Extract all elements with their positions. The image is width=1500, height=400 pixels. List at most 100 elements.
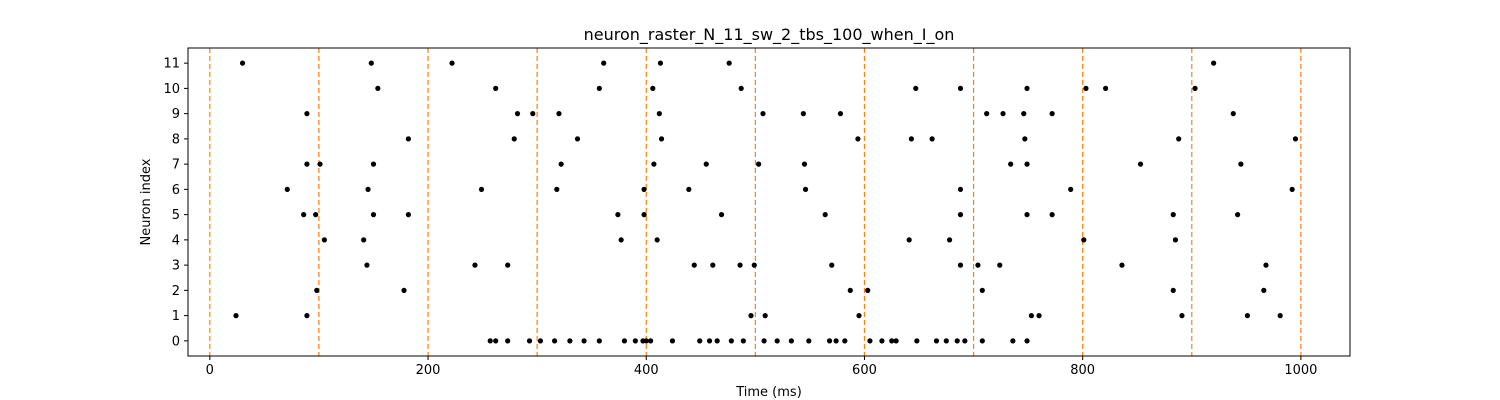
spike-point — [1179, 313, 1185, 319]
spike-point — [317, 161, 323, 167]
spike-point — [726, 60, 732, 66]
spike-point — [975, 262, 981, 268]
spike-point — [493, 338, 499, 344]
spike-point — [908, 136, 914, 142]
spike-point — [1083, 85, 1089, 91]
spike-point — [375, 85, 381, 91]
spike-point — [643, 338, 649, 344]
spike-point — [505, 338, 511, 344]
spike-point — [957, 262, 964, 268]
y-axis-label: Neuron index — [139, 158, 154, 245]
x-tick-label: 0 — [206, 363, 214, 378]
spike-point — [833, 338, 839, 344]
spike-point — [1137, 161, 1144, 167]
spike-point — [943, 338, 949, 344]
spike-point — [574, 136, 581, 142]
spike-point — [304, 111, 310, 117]
spike-point — [641, 212, 647, 218]
spike-point — [1024, 212, 1030, 218]
spike-point — [1049, 212, 1055, 218]
spike-point — [889, 338, 895, 344]
spike-point — [788, 338, 794, 344]
spike-point — [929, 136, 935, 142]
x-tick-label: 200 — [416, 363, 441, 378]
spike-point — [703, 161, 709, 167]
spike-point — [1068, 186, 1074, 192]
spike-point — [301, 212, 307, 218]
spike-point — [1263, 262, 1269, 268]
spike-point — [1049, 111, 1055, 117]
spike-point — [802, 186, 809, 192]
spike-point — [957, 85, 964, 91]
spike-point — [760, 111, 766, 117]
spike-point — [321, 237, 327, 243]
spike-point — [867, 338, 873, 344]
spike-point — [738, 85, 744, 91]
spike-point — [1170, 212, 1176, 218]
spike-point — [879, 338, 885, 344]
spike-point — [651, 161, 657, 167]
spike-point — [697, 338, 703, 344]
spike-point — [365, 186, 371, 192]
spike-point — [751, 262, 757, 268]
spike-point — [364, 262, 370, 268]
spike-point — [618, 237, 624, 243]
spike-point — [914, 338, 920, 344]
reference-lines — [209, 48, 1302, 356]
x-tick-label: 400 — [634, 363, 659, 378]
spike-point — [954, 338, 960, 344]
spike-point — [284, 186, 290, 192]
y-tick-label: 8 — [172, 132, 180, 147]
spike-point — [514, 111, 521, 117]
spike-point — [368, 60, 374, 66]
x-axis-label: Time (ms) — [735, 385, 802, 400]
y-tick-label: 0 — [172, 334, 180, 349]
spike-point — [370, 161, 377, 167]
spike-point — [596, 85, 602, 91]
spike-point — [537, 338, 544, 344]
spike-point — [706, 338, 713, 344]
y-tick-label: 6 — [172, 183, 180, 198]
spike-point — [1028, 313, 1035, 319]
spike-point — [449, 60, 455, 66]
spike-point — [1024, 161, 1030, 167]
spike-point — [405, 136, 411, 142]
spike-point — [526, 338, 533, 344]
spike-point — [686, 186, 692, 192]
spike-point — [304, 313, 310, 319]
spike-point — [933, 338, 940, 344]
spike-point — [1010, 338, 1016, 344]
spike-point — [314, 287, 320, 293]
spike-point — [962, 338, 968, 344]
spike-point — [979, 287, 985, 293]
spike-point — [913, 85, 919, 91]
spike-point — [829, 262, 835, 268]
spike-point — [650, 85, 656, 91]
spike-point — [691, 262, 697, 268]
y-tick-label: 10 — [163, 82, 180, 97]
spike-point — [800, 111, 806, 117]
spike-point — [558, 161, 564, 167]
spike-point — [1289, 186, 1295, 192]
spike-point — [1192, 85, 1198, 91]
spike-point — [1172, 237, 1179, 243]
spike-point — [1277, 313, 1283, 319]
spike-point — [1211, 60, 1217, 66]
spike-point — [1244, 313, 1251, 319]
spike-point — [714, 338, 720, 344]
spike-point — [710, 262, 716, 268]
spike-point — [621, 338, 628, 344]
spike-point — [737, 262, 743, 268]
spike-point — [239, 60, 246, 66]
y-tick-label: 11 — [163, 57, 180, 72]
spike-point — [957, 212, 964, 218]
spike-point — [601, 60, 607, 66]
spike-point — [615, 212, 621, 218]
spike-point — [401, 287, 407, 293]
spike-point — [762, 313, 768, 319]
spike-point — [856, 313, 862, 319]
spike-point — [1235, 212, 1241, 218]
x-axis-ticks: 0 200 400 600 800 1000 — [206, 356, 1317, 378]
y-tick-label: 3 — [172, 259, 180, 274]
spike-point — [826, 338, 833, 344]
